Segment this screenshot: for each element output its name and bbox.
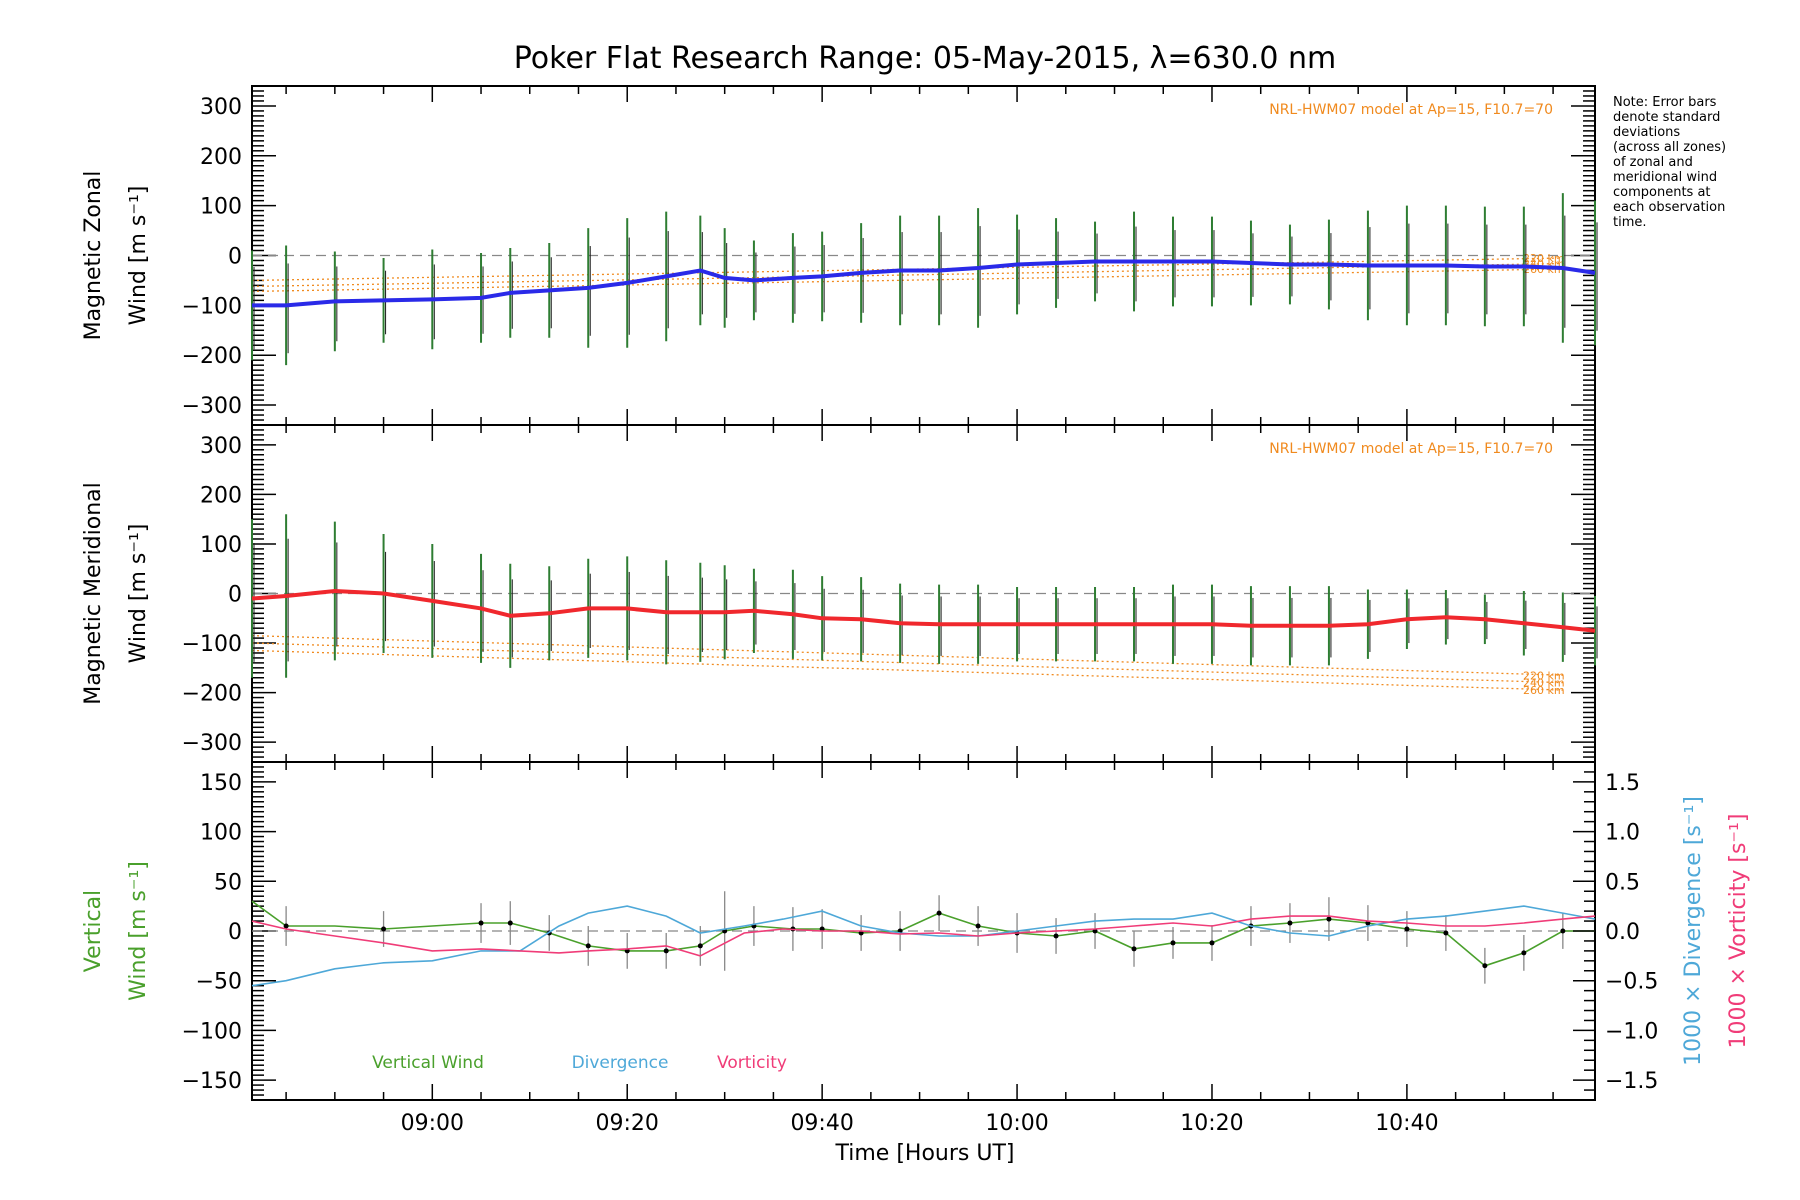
y-tick-label: 300 (200, 95, 242, 120)
note-line: Note: Error bars (1613, 95, 1717, 110)
y-axis-label-line: Wind [m s⁻¹] (126, 524, 151, 664)
y-tick-label: 200 (200, 145, 242, 170)
series-line-zonal (252, 259, 1596, 308)
note-line: (across all zones) (1613, 140, 1726, 155)
y-tick-label: 100 (200, 533, 242, 558)
data-point (478, 920, 484, 926)
data-point (381, 926, 387, 932)
data-point (1053, 933, 1059, 939)
y-right-tick-label: −1.5 (1605, 1069, 1658, 1094)
y-tick-label: 300 (200, 434, 242, 459)
y-axis-label-line: Wind [m s⁻¹] (126, 861, 151, 1001)
x-tick-label: 09:20 (596, 1111, 659, 1136)
y-tick-label: 0 (228, 583, 242, 608)
note-line: deviations (1613, 125, 1680, 140)
x-tick-label: 10:00 (985, 1111, 1048, 1136)
model-line-220km (251, 634, 1566, 676)
y-tick-label: −150 (182, 1069, 242, 1094)
y-tick-label: −100 (182, 294, 242, 319)
data-point (663, 948, 669, 954)
y-axis-label-line: Vertical (81, 890, 106, 972)
note-line: components at (1613, 185, 1711, 200)
series-line-vertical-wind (251, 900, 1595, 967)
data-point (507, 920, 513, 926)
data-point (1326, 916, 1332, 922)
data-point (975, 923, 981, 929)
note-line: denote standard (1613, 110, 1720, 125)
x-tick-label: 10:20 (1180, 1111, 1243, 1136)
legend-item: Vorticity (717, 1053, 787, 1073)
y-tick-label: −300 (182, 394, 242, 419)
chart-title: Poker Flat Research Range: 05-May-2015, … (514, 41, 1336, 76)
y-tick-label: −300 (182, 731, 242, 756)
note-line: each observation (1613, 200, 1725, 215)
y-right-tick-label: 0.5 (1605, 870, 1640, 895)
altitude-label: 220 km (1523, 669, 1565, 682)
model-line-240km (251, 642, 1566, 684)
model-line-240km (251, 262, 1566, 288)
series-line-divergence (251, 905, 1596, 987)
panel-meridional: 300 200 100 0 −100 −200 −300 Magnetic Meridiona… (81, 424, 1598, 763)
note-line: of zonal and (1613, 155, 1693, 170)
y-tick-label: −200 (182, 344, 242, 369)
y-tick-label: −100 (182, 632, 242, 657)
altitude-label: 240 km (1523, 677, 1565, 690)
y-tick-label: 0 (228, 920, 242, 945)
y-tick-label: 50 (214, 870, 242, 895)
model-label: NRL-HWM07 model at Ap=15, F10.7=70 (1269, 441, 1553, 457)
data-point (585, 943, 591, 949)
note-line: meridional wind (1613, 170, 1717, 185)
data-point (1404, 926, 1410, 932)
y-right-axis-label: 1000 × Divergence [s⁻¹] (1681, 796, 1706, 1066)
x-axis-label: Time [Hours UT] (835, 1141, 1015, 1166)
y-right-tick-label: −1.0 (1605, 1019, 1658, 1044)
y-tick-label: −100 (182, 1019, 242, 1044)
y-tick-label: 0 (228, 245, 242, 270)
data-point (283, 923, 289, 929)
x-tick-label: 10:40 (1375, 1111, 1438, 1136)
y-tick-label: −200 (182, 682, 242, 707)
series-line-meridional (251, 588, 1596, 633)
data-point (1560, 928, 1566, 934)
series-line-vorticity (251, 915, 1596, 957)
y-right-tick-label: 1.0 (1605, 821, 1640, 846)
x-tick-label: 09:40 (790, 1111, 853, 1136)
data-point (1287, 920, 1293, 926)
y-axis-label-line: Wind [m s⁻¹] (126, 186, 151, 326)
data-point (1521, 950, 1527, 956)
y-axis-label-line: Magnetic Zonal (81, 171, 106, 341)
note-line: time. (1613, 215, 1647, 230)
data-point (1482, 963, 1488, 969)
y-right-tick-label: −0.5 (1605, 970, 1658, 995)
y-tick-label: 150 (200, 771, 242, 796)
x-tick-label: 09:00 (401, 1111, 464, 1136)
y-right-axis-label: 1000 × Vorticity [s⁻¹] (1726, 814, 1751, 1049)
data-point (1209, 940, 1215, 946)
y-right-tick-label: 0.0 (1605, 920, 1640, 945)
y-tick-label: −50 (196, 970, 242, 995)
data-point (697, 943, 703, 949)
data-point (1170, 940, 1176, 946)
panel-zonal: 300 200 100 0 −100 −200 −300 Magnetic Zonal Wind… (81, 85, 1598, 426)
y-right-tick-label: 1.5 (1605, 771, 1640, 796)
y-tick-label: 100 (200, 821, 242, 846)
legend-item: Divergence (572, 1053, 669, 1073)
y-tick-label: 200 (200, 483, 242, 508)
model-line-260km (251, 649, 1566, 691)
data-point (1131, 946, 1137, 952)
data-point (936, 910, 942, 916)
y-axis-label-line: Magnetic Meridional (81, 482, 106, 704)
model-line-260km (251, 268, 1566, 293)
altitude-label: 260 km (1523, 684, 1565, 697)
model-label: NRL-HWM07 model at Ap=15, F10.7=70 (1269, 102, 1553, 118)
data-point (1443, 930, 1449, 936)
y-tick-label: 100 (200, 195, 242, 220)
legend-item: Vertical Wind (372, 1053, 484, 1073)
panel-vertical: 150 100 50 0 −50 −100 −150 Vertical Wind [m s⁻¹]… (81, 761, 1751, 1101)
altitude-label: 220 km (1523, 252, 1565, 265)
